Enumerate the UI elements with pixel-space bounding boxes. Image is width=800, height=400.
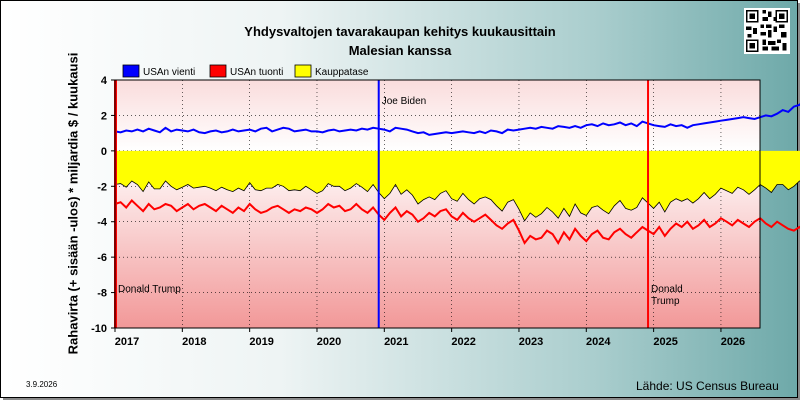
- title-line-2: Malesian kanssa: [348, 43, 452, 58]
- y-tick-label: -2: [97, 181, 107, 193]
- annotation-trump-2017: Donald Trump: [118, 284, 181, 295]
- kauppatase-outline: [114, 180, 800, 222]
- chart-title: Yhdysvaltojen tavarakaupan kehitys kuuka…: [0, 22, 800, 60]
- plot-bg-positive: [115, 80, 760, 151]
- legend-label: Kauppatase: [315, 67, 369, 78]
- plot-border: [114, 79, 761, 329]
- qr-code-icon: [744, 8, 790, 54]
- y-tick-label: 2: [101, 110, 107, 122]
- x-tick-label: 2026: [721, 336, 745, 348]
- x-tick-label: 2019: [249, 336, 273, 348]
- annotation-trump-2025-line1: Donald: [651, 284, 683, 295]
- y-tick-label: -8: [97, 288, 107, 300]
- x-tick-label: 2024: [586, 336, 611, 348]
- x-tick-label: 2025: [653, 336, 677, 348]
- x-tick-label: 2018: [182, 336, 206, 348]
- legend-swatch: [294, 64, 312, 78]
- tuonti-line: [114, 199, 800, 245]
- legend-swatch: [209, 64, 227, 78]
- y-tick-label: 4: [101, 75, 108, 87]
- title-line-1: Yhdysvaltojen tavarakaupan kehitys kuuka…: [244, 24, 556, 39]
- x-tick-label: 2017: [115, 336, 139, 348]
- kauppatase-area: [114, 150, 800, 222]
- x-tick-label: 2023: [519, 336, 543, 348]
- axes: 4 2 0 -2 -4 -6 -8 -10 2017 2018 2019 2020 2021 2022 20…: [91, 75, 761, 348]
- y-tick-label: -6: [97, 252, 107, 264]
- x-tick-label: 2021: [384, 336, 408, 348]
- annotation-trump-2025-line2: Trump: [651, 296, 680, 307]
- x-tick-label: 2022: [451, 336, 475, 348]
- x-tick-label: 2020: [317, 336, 341, 348]
- source-label: Lähde: US Census Bureau: [636, 379, 779, 393]
- legend-swatch: [122, 64, 140, 78]
- vienti-line: [114, 102, 800, 136]
- series-lines: [114, 102, 800, 245]
- annotation-biden: Joe Biden: [382, 96, 426, 107]
- y-tick-label: -10: [91, 323, 107, 335]
- y-axis-label: Rahavirta (+ sisään -ulos) * miljardia $…: [65, 52, 81, 355]
- legend-label: USAn vienti: [143, 67, 195, 78]
- kauppatase-fill: [115, 150, 800, 221]
- date-stamp: 3.9.2026: [26, 380, 58, 389]
- y-tick-label: -4: [97, 217, 108, 229]
- legend: USAn vienti USAn tuonti Kauppatase: [122, 64, 369, 78]
- y-tick-label: 0: [101, 146, 107, 158]
- legend-label: USAn tuonti: [230, 67, 283, 78]
